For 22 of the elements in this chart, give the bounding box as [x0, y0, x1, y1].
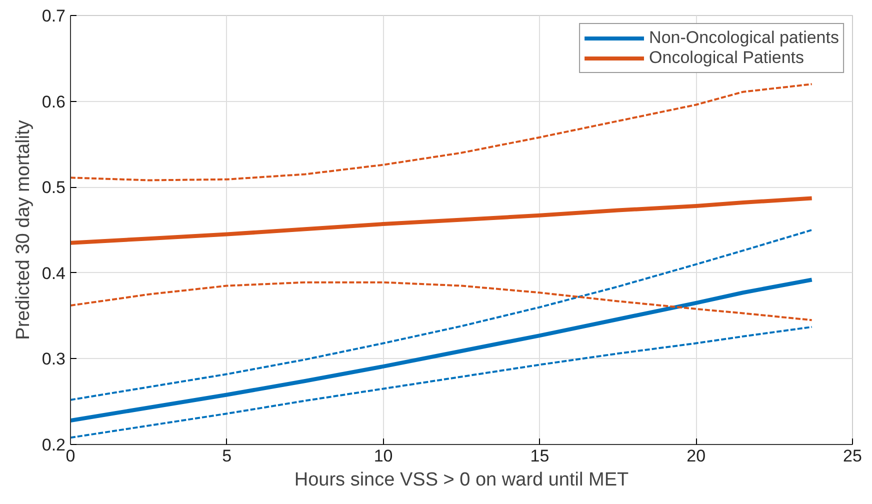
y-tick-label: 0.5 [42, 178, 66, 198]
line-series [70, 281, 813, 322]
x-tick-label: 5 [222, 446, 232, 466]
x-tick-label: 20 [686, 446, 706, 466]
legend-label: Non-Oncological patients [649, 28, 839, 48]
x-tick-label: 0 [66, 446, 76, 466]
line-series [70, 326, 813, 439]
y-axis-title: Predicted 30 day mortality [12, 120, 34, 340]
y-tick-label: 0.3 [42, 350, 66, 369]
y-tick-label: 0.6 [42, 92, 66, 112]
line-series [70, 196, 814, 245]
x-tick-label: 15 [530, 446, 550, 466]
y-tick-label: 0.4 [42, 264, 66, 283]
x-axis-title: Hours since VSS > 0 on ward until MET [294, 470, 630, 490]
legend-label: Oncological Patients [649, 48, 804, 68]
line-series [70, 229, 813, 401]
line-series [70, 83, 813, 182]
x-tick-label: 25 [843, 446, 862, 466]
x-tick-label: 10 [374, 446, 393, 466]
y-tick-label: 0.2 [42, 436, 66, 454]
line-series [70, 278, 814, 422]
y-tick-label: 0.7 [42, 6, 66, 26]
